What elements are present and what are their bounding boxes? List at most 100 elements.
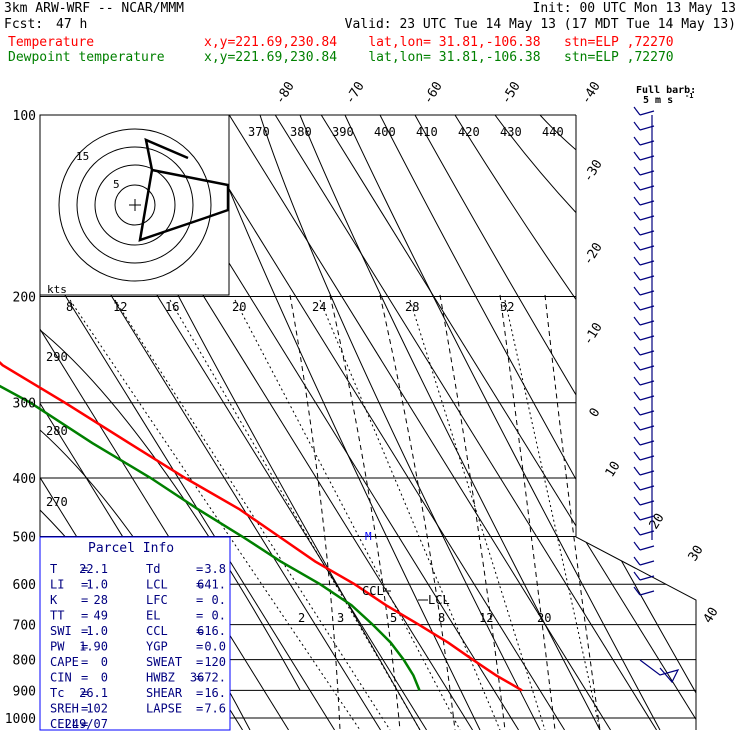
parcel-info-cell: 0. <box>212 609 226 623</box>
parcel-info-cell: LAPSE <box>146 702 182 716</box>
parcel-info-cell: = <box>81 702 88 716</box>
wind-barb-flag <box>633 136 641 146</box>
parcel-info-cell: HWBZ <box>146 671 175 685</box>
theta-labels: 290 280 270 <box>46 350 68 509</box>
parcel-info-cell: 3672. <box>190 671 226 685</box>
parcel-info-cell: = <box>81 640 88 654</box>
moist-adiabat <box>499 294 556 730</box>
parcel-info-cell: CCL <box>146 624 168 638</box>
wind-barb-flag <box>633 256 641 266</box>
theta-label: 400 <box>374 125 396 139</box>
pressure-tick-label: 600 <box>13 578 36 593</box>
hodograph: 5 15 <box>39 114 230 296</box>
isotherm-line <box>274 115 657 730</box>
mixing-ratio-label: 32 <box>500 300 514 314</box>
parcel-info-cell: = <box>81 624 88 638</box>
wind-barb-flag <box>633 271 641 281</box>
theta-label: 390 <box>332 125 354 139</box>
mixing-ratio-label: 12 <box>113 300 127 314</box>
parcel-info-cell: = <box>196 624 203 638</box>
parcel-info-cell: 1.90 <box>79 640 108 654</box>
forecast-label: Fcst: <box>4 17 44 32</box>
parcel-info-cell: = <box>81 717 88 731</box>
isotherm-label: 10 <box>603 459 624 480</box>
init-time: Init: 00 UTC Mon 13 May 13 <box>532 1 737 16</box>
isotherm-label: 20 <box>647 511 668 532</box>
isotherm-line <box>320 115 696 730</box>
dewpoint-line <box>0 384 421 691</box>
parcel-info-cell: 0 <box>101 655 108 669</box>
isotherm-labels: -80 -70 -60 -50 -40 <box>273 79 604 107</box>
moist-adiabat <box>289 294 341 730</box>
wind-barb-flag <box>633 481 641 491</box>
mixing-ratio-label: 24 <box>312 300 326 314</box>
parcel-info-cell: LCL <box>146 578 168 592</box>
mixing-ratio-label: 8 <box>438 611 445 625</box>
forecast-hour: 47 h <box>56 17 88 32</box>
mixing-ratio-label: 20 <box>232 300 246 314</box>
wind-barb-flag <box>633 301 641 311</box>
isotherm-label: 30 <box>686 543 707 564</box>
wind-barb-flag <box>633 421 641 431</box>
moist-adiabat <box>329 294 401 730</box>
parcel-info-cell: 120 <box>204 655 226 669</box>
pressure-tick-label: 800 <box>13 654 36 669</box>
parcel-info-cell: CAPE <box>50 655 79 669</box>
parcel-info-cell: 249/07 <box>65 717 108 731</box>
wind-barb <box>639 110 655 116</box>
isotherm-label: -40 <box>579 79 604 107</box>
parcel-info-cell: 0 <box>101 671 108 685</box>
pressure-tick-label: 700 <box>13 619 36 634</box>
parcel-info-cell: 641. <box>197 578 226 592</box>
wind-barb-flag <box>633 361 641 371</box>
parcel-info-cell: 0. <box>212 593 226 607</box>
parcel-info-cell: YGP <box>146 640 168 654</box>
parcel-info-box: Parcel Info T =22.1 Td = 3.8LI =1.0 LCL =641.K =… <box>39 536 231 731</box>
mixing-ratio-label: 12 <box>479 611 493 625</box>
moist-adiabat <box>439 294 506 730</box>
wind-barb-flag <box>633 121 641 131</box>
temperature-station-info: x,y=221.69,230.84 lat,lon= 31.81,-106.38… <box>204 35 674 50</box>
parcel-info-cell: 102 <box>86 702 108 716</box>
parcel-info-cell: 26.1 <box>79 686 108 700</box>
pressure-tick-label: 1000 <box>5 712 36 727</box>
isotherm-labels: -30 -20 -10 0 10 20 30 40 <box>581 157 722 626</box>
parcel-info-cell: 49 <box>94 609 108 623</box>
parcel-info-cell: = <box>196 686 203 700</box>
wind-barb-flag <box>633 511 641 521</box>
theta-label: 430 <box>500 125 522 139</box>
isotherm-label: -60 <box>421 79 446 107</box>
theta-labels: 370 380 390 400 410 420 430 440 <box>248 125 564 139</box>
parcel-info-cell: 28 <box>94 593 108 607</box>
dry-adiabat <box>494 115 696 331</box>
dry-adiabat <box>344 115 661 730</box>
hodograph-ring-label: 5 <box>113 178 120 191</box>
pressure-tick-label: 400 <box>13 472 36 487</box>
wind-barb-flag <box>633 376 641 386</box>
barb-legend-value: 5 m s <box>643 95 673 106</box>
dry-adiabat <box>454 115 696 471</box>
parcel-info-cell: LFC <box>146 593 168 607</box>
theta-label: 440 <box>542 125 564 139</box>
wind-barb <box>639 545 655 551</box>
pressure-tick-label: 100 <box>13 109 36 124</box>
lcl-label: LCL <box>428 593 450 607</box>
wind-barb-flag <box>633 241 641 251</box>
mixing-ratio-label: 20 <box>537 611 551 625</box>
valid-time: Valid: 23 UTC Tue 14 May 13 (17 MDT Tue … <box>344 17 736 32</box>
ccl-label: CCL <box>362 584 384 598</box>
parcel-info-cell: = <box>81 655 88 669</box>
isotherm-label: 40 <box>701 605 722 626</box>
parcel-info-cell: = <box>81 593 88 607</box>
parcel-info-cell: = <box>196 655 203 669</box>
lfc-marker: M <box>365 530 372 543</box>
wind-barbs <box>633 106 680 684</box>
wind-barb-flag <box>633 331 641 341</box>
theta-label: 410 <box>416 125 438 139</box>
parcel-info-cell: = <box>196 640 203 654</box>
parcel-info-cell: 22.1 <box>79 562 108 576</box>
right-border <box>575 115 697 730</box>
dewpoint-legend: Dewpoint temperature <box>8 50 165 65</box>
parcel-info-cell: = <box>81 609 88 623</box>
